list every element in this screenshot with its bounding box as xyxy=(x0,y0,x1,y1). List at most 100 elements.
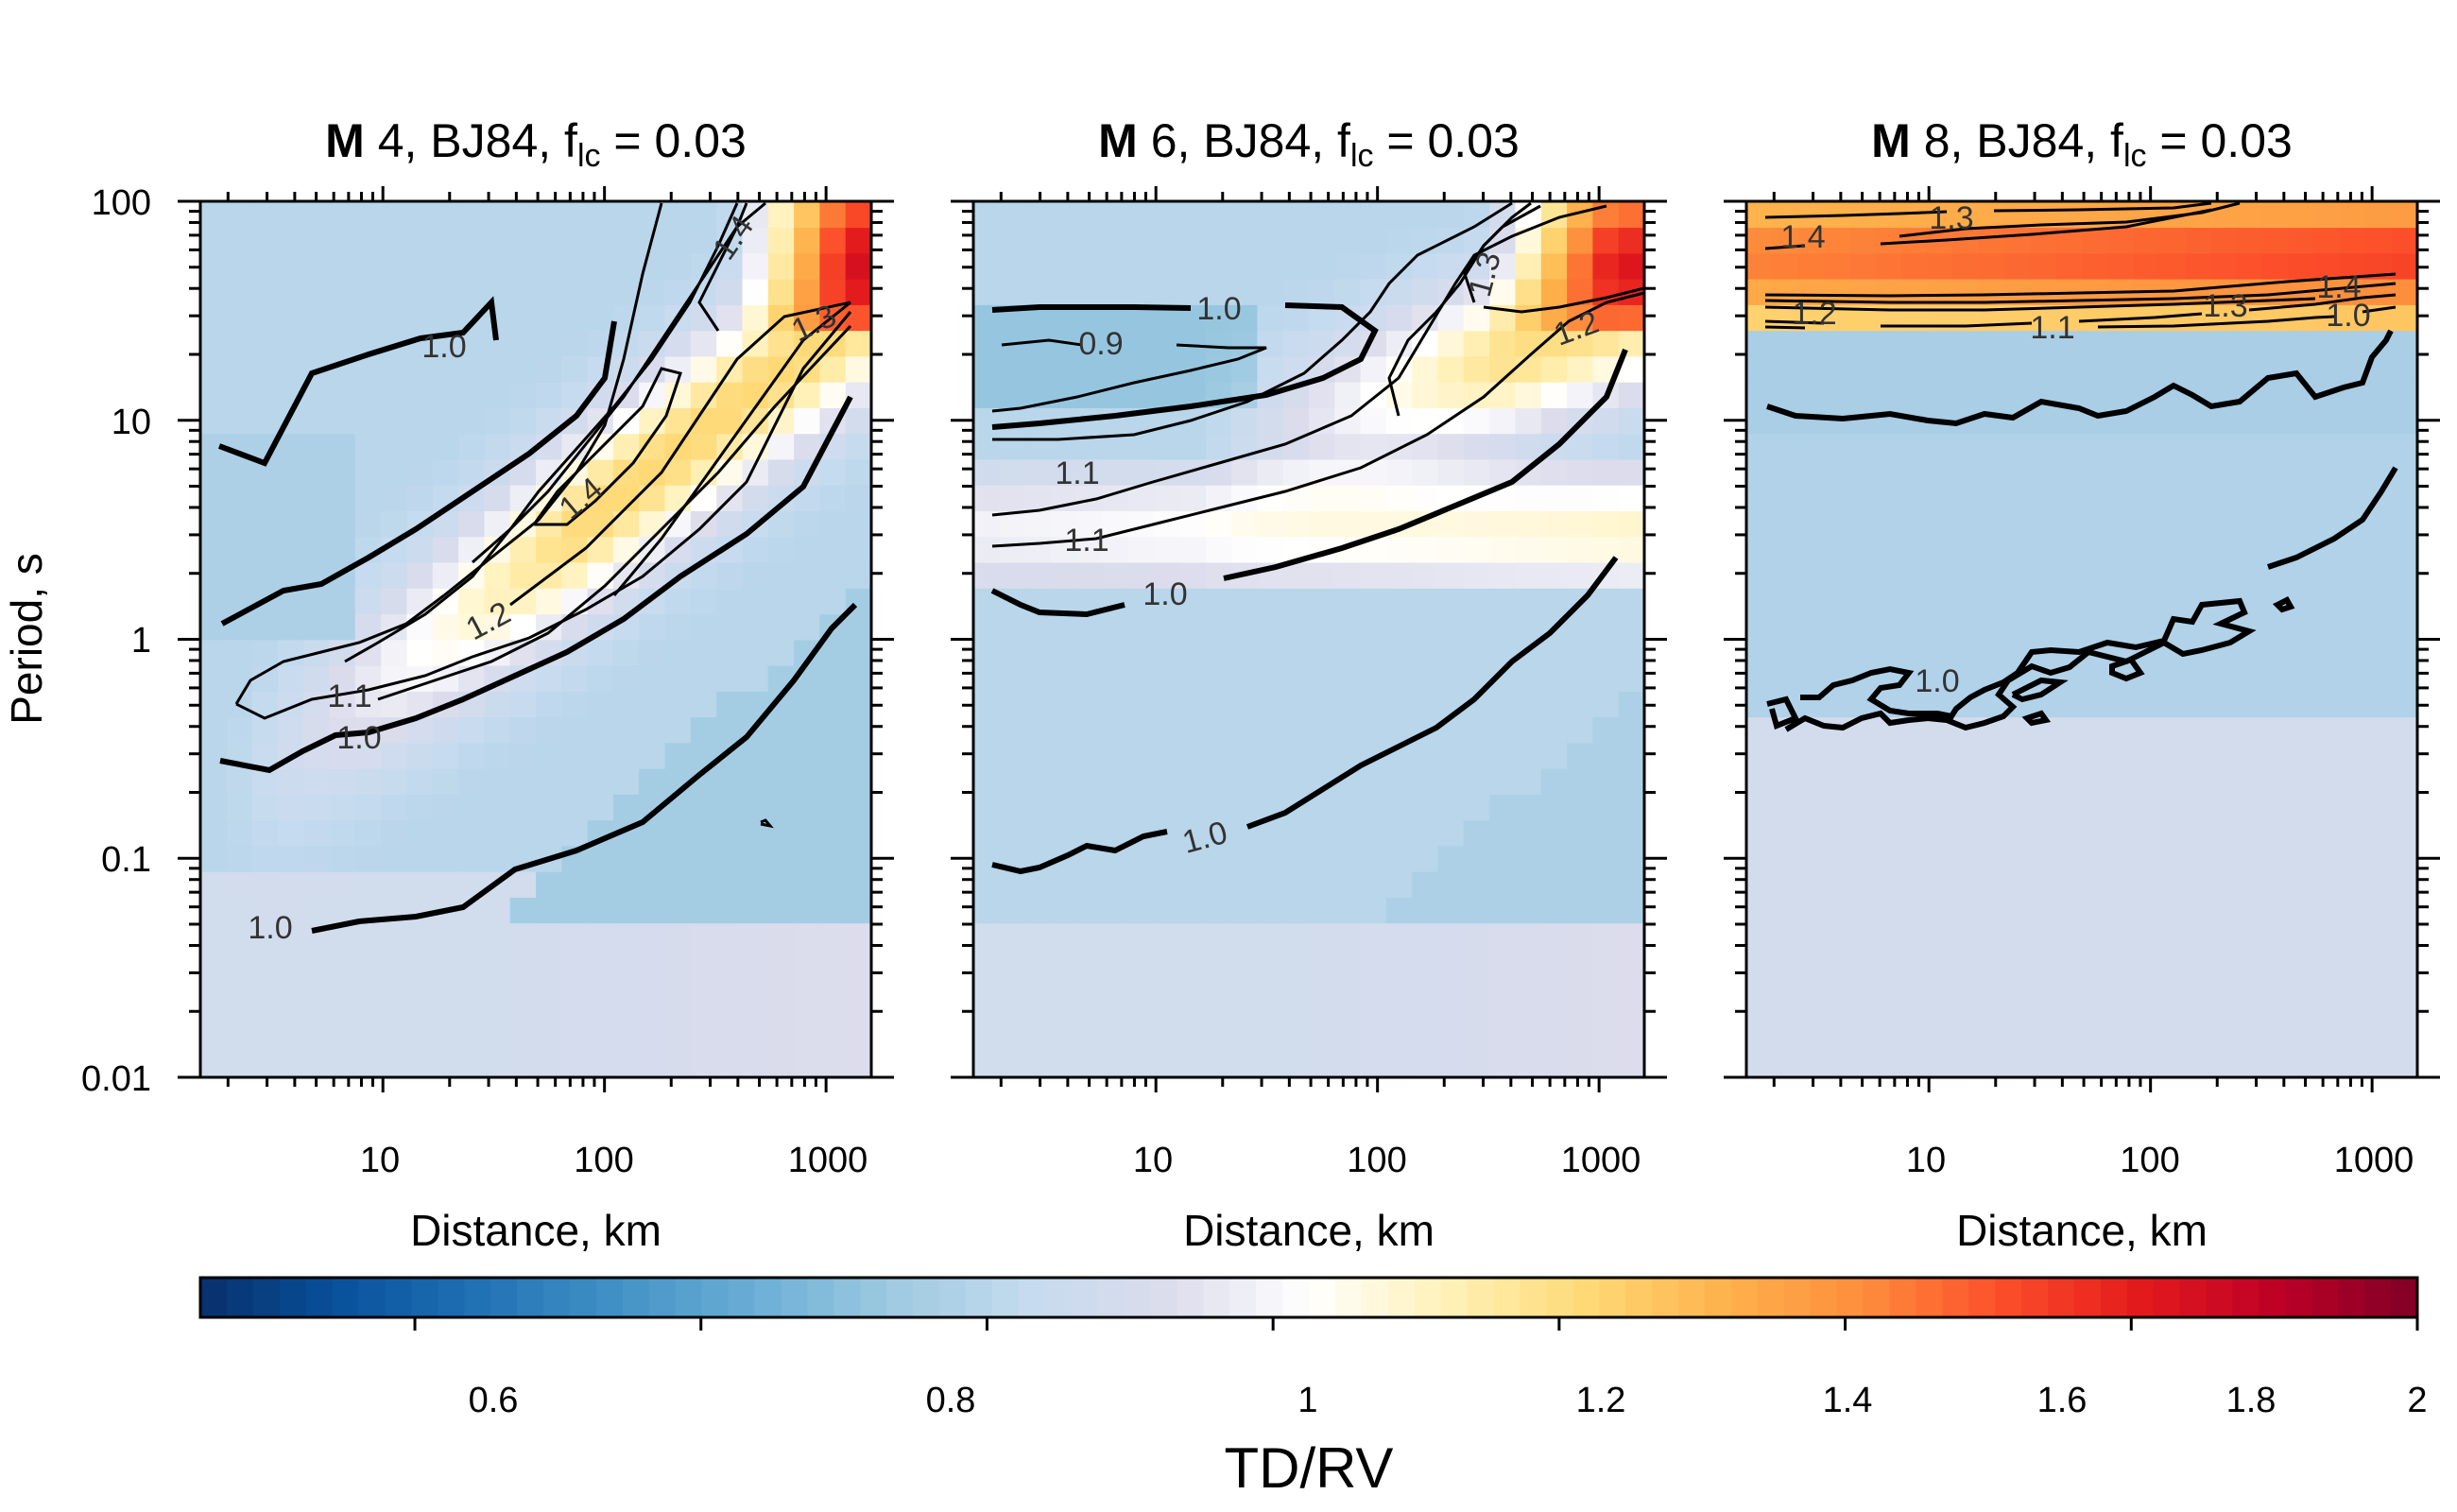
colorbar-swatch xyxy=(991,1278,1020,1317)
heatmap-cell xyxy=(767,561,795,589)
heatmap-cell xyxy=(251,1051,279,1077)
heatmap-cell xyxy=(1849,252,1877,280)
heatmap-cell xyxy=(1385,897,1413,924)
heatmap-cell xyxy=(1360,201,1387,229)
heatmap-cell xyxy=(226,639,253,666)
heatmap-cell xyxy=(277,1000,304,1027)
contour-line xyxy=(991,343,1267,413)
colorbar-swatch xyxy=(490,1278,518,1317)
heatmap-cell xyxy=(484,433,511,460)
heatmap-cell xyxy=(2365,407,2393,435)
heatmap-cell xyxy=(2236,1051,2263,1077)
heatmap-cell xyxy=(226,561,253,589)
heatmap-cell xyxy=(1900,588,1928,615)
heatmap-cell xyxy=(1797,819,1825,847)
heatmap-cell xyxy=(973,922,1001,950)
heatmap-cell xyxy=(432,973,459,1001)
heatmap-cell xyxy=(1050,922,1077,950)
heatmap-cell xyxy=(458,794,486,821)
heatmap-cell xyxy=(1900,355,1928,383)
heatmap-cell xyxy=(742,1025,769,1053)
heatmap-cell xyxy=(2391,767,2417,795)
heatmap-cell xyxy=(200,484,228,511)
heatmap-cell xyxy=(381,381,408,408)
heatmap-cell xyxy=(1618,639,1644,666)
heatmap-cell xyxy=(484,561,511,589)
heatmap-cell xyxy=(1024,433,1052,460)
colorbar-swatch xyxy=(517,1278,544,1317)
heatmap-cell xyxy=(742,613,769,641)
heatmap-cell xyxy=(1618,613,1644,641)
heatmap-cell xyxy=(2185,510,2212,538)
heatmap-cell xyxy=(1257,407,1284,435)
heatmap-cell xyxy=(2055,510,2083,538)
heatmap-cell xyxy=(2365,767,2393,795)
heatmap-cell xyxy=(2030,1000,2057,1027)
heatmap-cell xyxy=(1076,278,1104,305)
heatmap-cell xyxy=(999,664,1026,692)
heatmap-cell xyxy=(612,922,640,950)
heatmap-cell xyxy=(561,664,589,692)
heatmap-cell xyxy=(1179,536,1207,563)
heatmap-cell xyxy=(2185,561,2212,589)
heatmap-cell xyxy=(819,767,847,795)
heatmap-cell xyxy=(819,510,847,538)
heatmap-cell xyxy=(200,716,228,744)
heatmap-cell xyxy=(406,794,434,821)
heatmap-cell xyxy=(2210,897,2238,924)
heatmap-cell xyxy=(1515,304,1542,332)
heatmap-cell xyxy=(1179,1025,1207,1053)
heatmap-cell xyxy=(2185,1025,2212,1053)
heatmap-cell xyxy=(1154,201,1181,229)
heatmap-cell xyxy=(1257,252,1284,280)
heatmap-cell xyxy=(1179,973,1207,1001)
heatmap-cell xyxy=(2133,330,2160,357)
heatmap-cell xyxy=(1952,948,1980,975)
heatmap-cell xyxy=(536,304,563,332)
heatmap-cell xyxy=(1076,716,1104,744)
heatmap-cell xyxy=(1849,458,1877,486)
heatmap-cell xyxy=(458,767,486,795)
heatmap-cell xyxy=(587,973,614,1001)
heatmap-cell xyxy=(2107,1025,2135,1053)
heatmap-cell xyxy=(1437,767,1465,795)
heatmap-cell xyxy=(1927,433,1954,460)
heatmap-cell xyxy=(1772,458,1799,486)
heatmap-cell xyxy=(1102,252,1129,280)
heatmap-cell xyxy=(2210,948,2238,975)
colorbar-swatch xyxy=(464,1278,491,1317)
heatmap-cell xyxy=(2210,227,2238,254)
heatmap-cell xyxy=(536,742,563,769)
heatmap-cell xyxy=(612,458,640,486)
heatmap-cell xyxy=(612,794,640,821)
heatmap-cell xyxy=(1102,973,1129,1001)
heatmap-cell xyxy=(973,355,1001,383)
heatmap-cell xyxy=(329,845,356,872)
heatmap-cell xyxy=(767,613,795,641)
heatmap-cell xyxy=(2391,536,2417,563)
heatmap-cell xyxy=(1978,561,2005,589)
heatmap-cell xyxy=(1746,1000,1774,1027)
heatmap-cell xyxy=(1309,433,1336,460)
heatmap-cell xyxy=(2365,742,2393,769)
heatmap-cell xyxy=(1360,794,1387,821)
heatmap-cell xyxy=(612,691,640,718)
heatmap-cell xyxy=(2004,510,2032,538)
heatmap-cell xyxy=(1900,973,1928,1001)
colorbar-tick-label: 0.8 xyxy=(926,1381,976,1420)
heatmap-cell xyxy=(716,1000,744,1027)
heatmap-cell xyxy=(2262,870,2290,898)
heatmap-cell xyxy=(2158,845,2186,872)
heatmap-cell xyxy=(484,588,511,615)
heatmap-cell xyxy=(381,304,408,332)
heatmap-cell xyxy=(1385,433,1413,460)
heatmap-cell xyxy=(1772,845,1799,872)
heatmap-cell xyxy=(1179,716,1207,744)
heatmap-cell xyxy=(354,381,382,408)
heatmap-cell xyxy=(1205,845,1232,872)
colorbar-swatch xyxy=(411,1278,439,1317)
contour-line xyxy=(2248,293,2397,312)
heatmap-cell xyxy=(794,794,821,821)
colorbar-tick-label: 1 xyxy=(1297,1381,1317,1420)
heatmap-cell xyxy=(2391,278,2417,305)
